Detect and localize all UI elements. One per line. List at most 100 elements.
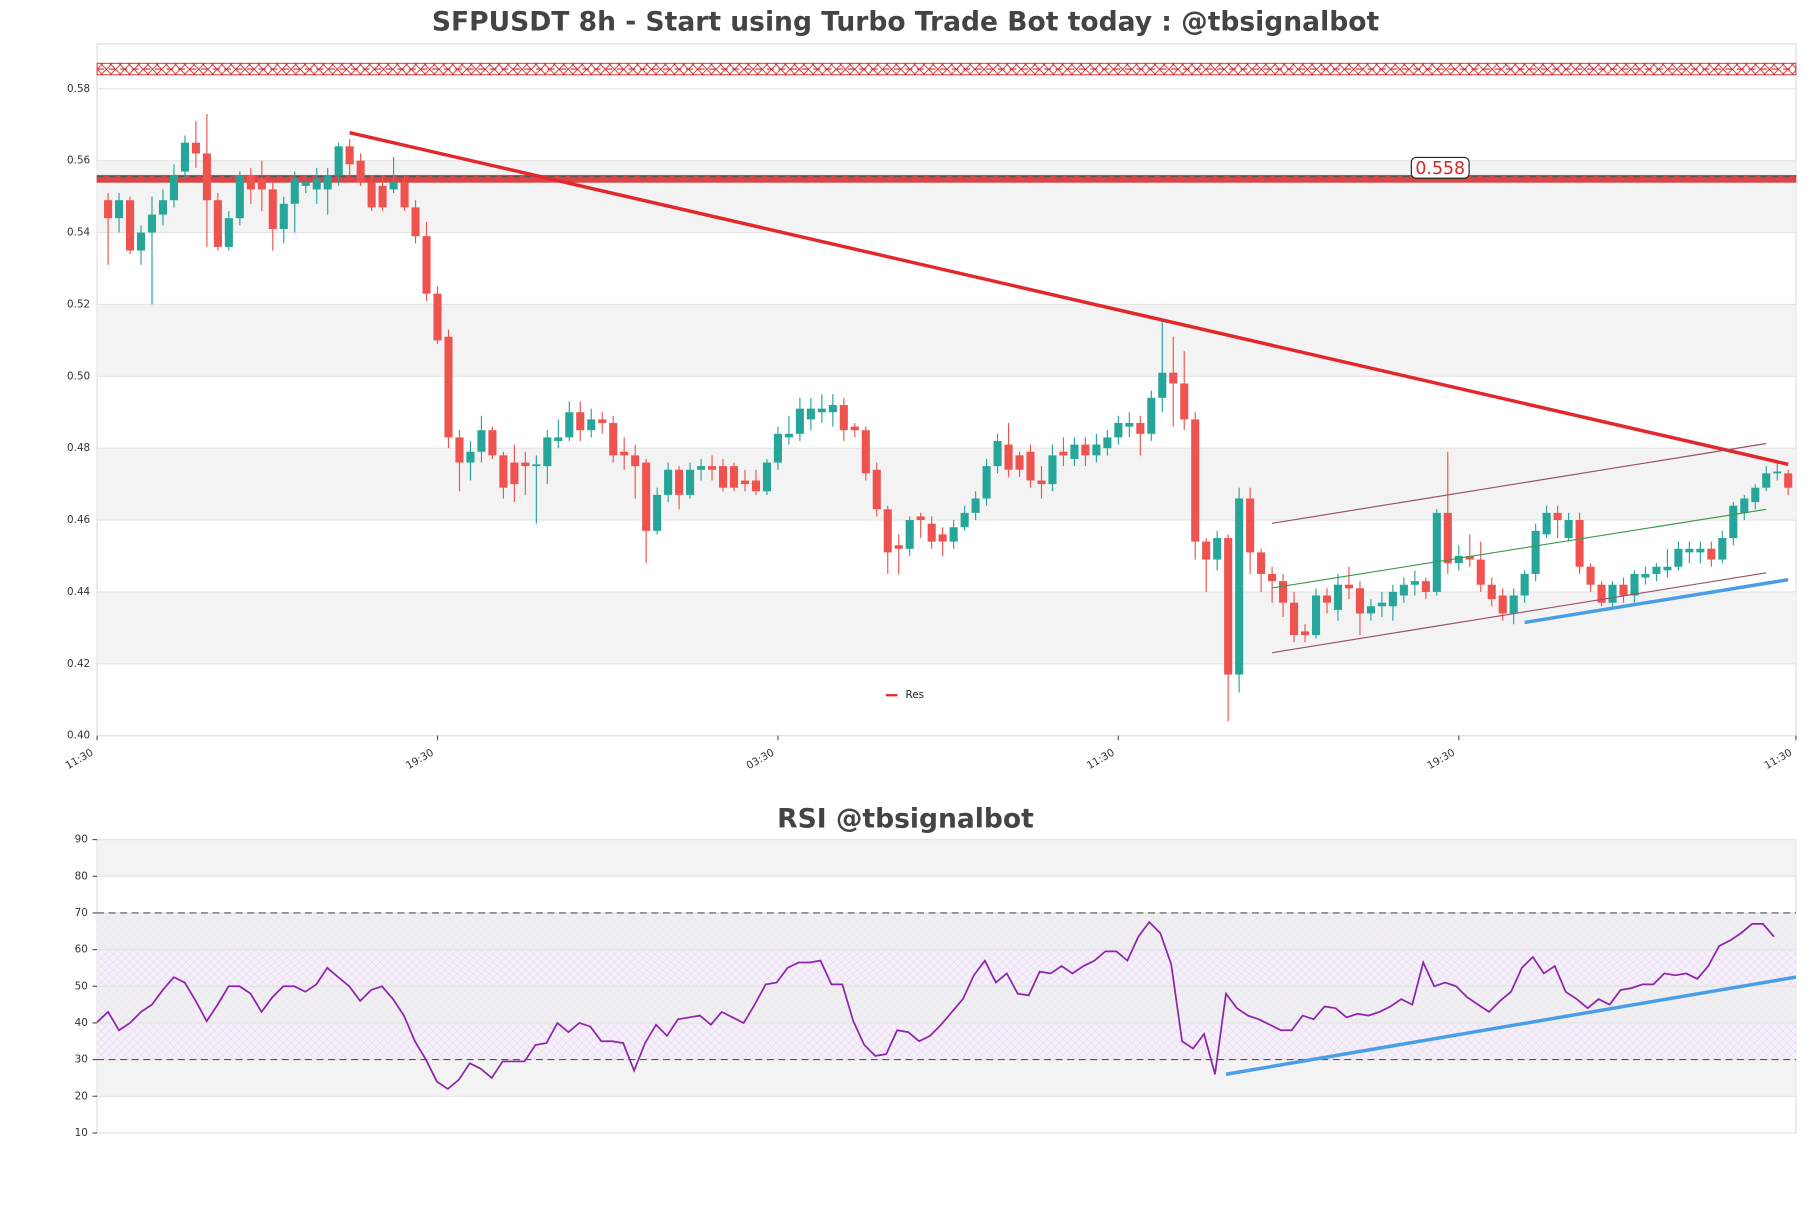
- y-tick-label: 40: [75, 1017, 88, 1029]
- candle-body: [1729, 505, 1738, 539]
- candle-body: [1366, 606, 1375, 614]
- candle-body: [169, 175, 178, 201]
- resistance-label: 0.558: [1415, 159, 1465, 179]
- candle-body: [1191, 419, 1200, 542]
- candle-body: [1641, 573, 1650, 578]
- candle-body: [631, 455, 640, 467]
- candle-body: [664, 469, 673, 495]
- candle-body: [905, 520, 914, 549]
- candle-body: [795, 408, 804, 434]
- candle-body: [1388, 591, 1397, 607]
- candle-body: [982, 466, 991, 499]
- x-tick-label: 11:30: [1762, 747, 1794, 772]
- trendline: [1272, 572, 1767, 654]
- candle-body: [1125, 423, 1134, 427]
- trendline: [1524, 577, 1789, 625]
- candle-body: [1059, 451, 1068, 456]
- candle-body: [532, 464, 541, 467]
- candle-body: [872, 469, 881, 510]
- rsi-trendline: [1225, 975, 1797, 1076]
- candle-body: [1564, 520, 1573, 539]
- y-tick-label: 10: [75, 1127, 88, 1139]
- candle-body: [444, 336, 453, 438]
- candle-body: [136, 232, 146, 251]
- candle-body: [125, 200, 135, 251]
- candle-body: [334, 146, 343, 176]
- candle-body: [697, 466, 706, 470]
- candle-body: [784, 433, 793, 438]
- y-tick-label: 0.50: [67, 370, 90, 382]
- candle-body: [554, 437, 563, 441]
- candle-body: [883, 509, 892, 553]
- candle-body: [1322, 595, 1332, 603]
- candle-body: [455, 437, 464, 463]
- y-tick-label: 0.46: [67, 514, 90, 526]
- candle-body: [1202, 541, 1211, 560]
- candle-body: [894, 545, 903, 549]
- candle-body: [1333, 584, 1343, 610]
- candle-body: [1279, 581, 1288, 603]
- candle-body: [1268, 573, 1277, 582]
- candle-body: [1235, 498, 1244, 675]
- chart-title: SFPUSDT 8h - Start using Turbo Trade Bot…: [432, 7, 1380, 38]
- candle-body: [828, 405, 837, 413]
- candle-body: [1718, 538, 1727, 560]
- trendline: [1272, 442, 1767, 524]
- candle-body: [1158, 372, 1167, 398]
- candle-body: [1410, 581, 1419, 585]
- candle-body: [422, 236, 431, 294]
- candle-body: [235, 175, 244, 219]
- candle-body: [1290, 602, 1299, 636]
- candle-body: [686, 469, 695, 495]
- candle-body: [1432, 512, 1441, 592]
- candle-body: [510, 462, 519, 485]
- candle-body: [268, 189, 277, 229]
- candle-body: [1081, 444, 1090, 456]
- candle-body: [1476, 559, 1485, 585]
- candle-body: [1037, 480, 1046, 485]
- y-tick-label: 30: [75, 1054, 88, 1066]
- x-tick-label: 11:30: [1085, 747, 1117, 772]
- candle-body: [1597, 584, 1606, 603]
- candle-body: [466, 451, 475, 463]
- candle-body: [1114, 423, 1123, 438]
- x-tick-label: 11:30: [64, 747, 96, 772]
- resistance-zone: [96, 174, 1797, 183]
- rsi-title: RSI @tbsignalbot: [777, 803, 1034, 834]
- candle-body: [1740, 498, 1749, 513]
- candle-body: [1465, 555, 1474, 560]
- candle-body: [1773, 471, 1782, 474]
- candle-body: [1004, 444, 1013, 470]
- candle-body: [1048, 455, 1057, 485]
- candle-body: [653, 494, 662, 531]
- grid-band: [97, 986, 1796, 1023]
- candle-body: [1674, 548, 1683, 567]
- grid-band: [97, 1059, 1796, 1097]
- candle-body: [1092, 444, 1101, 456]
- candle-body: [609, 423, 618, 456]
- candle-body: [1344, 584, 1354, 589]
- y-tick-label: 70: [75, 907, 88, 919]
- candle-body: [1498, 595, 1507, 614]
- x-tick-label: 19:30: [404, 747, 436, 772]
- candle-body: [411, 207, 420, 237]
- y-tick-label: 80: [75, 870, 88, 882]
- y-tick-label: 0.42: [67, 658, 90, 670]
- candle-body: [960, 512, 969, 528]
- candle-body: [389, 182, 398, 190]
- x-tick-label: 03:30: [744, 747, 776, 772]
- candle-body: [817, 408, 826, 413]
- candle-body: [290, 178, 299, 204]
- candle-body: [367, 182, 376, 208]
- candle-body: [147, 214, 157, 233]
- candle-body: [312, 178, 321, 190]
- candle-body: [1443, 512, 1452, 564]
- candle-body: [1399, 584, 1408, 596]
- candle-body: [971, 498, 980, 513]
- candle-body: [1454, 555, 1463, 564]
- candle-body: [1553, 512, 1562, 521]
- candle-body: [1630, 573, 1639, 596]
- x-tick-label: 19:30: [1425, 747, 1457, 772]
- candle-body: [718, 466, 728, 488]
